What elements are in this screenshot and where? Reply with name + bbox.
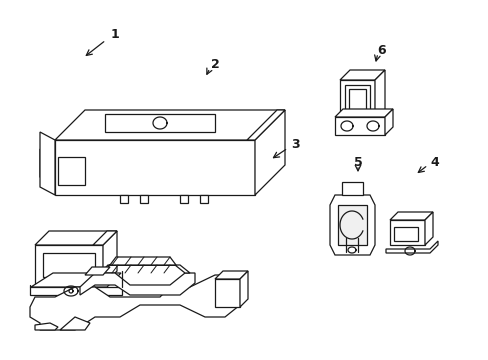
Polygon shape: [329, 195, 374, 255]
Text: 4: 4: [430, 156, 439, 168]
Text: 3: 3: [290, 139, 299, 152]
Text: 2: 2: [210, 58, 219, 72]
Polygon shape: [55, 140, 254, 195]
Polygon shape: [384, 109, 392, 135]
Polygon shape: [58, 157, 85, 185]
Polygon shape: [339, 80, 374, 120]
Polygon shape: [424, 212, 432, 245]
Polygon shape: [100, 265, 190, 273]
Polygon shape: [374, 70, 384, 120]
Polygon shape: [40, 132, 55, 195]
Polygon shape: [341, 182, 362, 195]
Polygon shape: [55, 110, 285, 140]
Polygon shape: [215, 271, 247, 279]
Polygon shape: [31, 273, 121, 287]
Polygon shape: [103, 231, 117, 285]
Polygon shape: [200, 195, 207, 203]
Polygon shape: [393, 227, 417, 241]
Polygon shape: [40, 149, 55, 185]
Polygon shape: [35, 323, 58, 330]
Polygon shape: [215, 279, 240, 307]
Polygon shape: [334, 109, 392, 117]
Polygon shape: [110, 257, 176, 265]
Polygon shape: [43, 253, 95, 277]
Polygon shape: [60, 317, 90, 330]
Polygon shape: [337, 205, 366, 245]
Polygon shape: [180, 195, 187, 203]
Polygon shape: [85, 267, 110, 275]
Polygon shape: [30, 287, 122, 295]
Polygon shape: [80, 273, 195, 295]
Polygon shape: [385, 241, 437, 253]
Text: 1: 1: [110, 28, 119, 41]
Text: 5: 5: [353, 156, 362, 168]
Polygon shape: [35, 245, 103, 285]
Text: 6: 6: [377, 44, 386, 57]
Polygon shape: [105, 114, 215, 132]
Polygon shape: [246, 110, 285, 140]
Polygon shape: [35, 231, 117, 245]
Polygon shape: [30, 275, 240, 330]
Polygon shape: [389, 220, 424, 245]
Polygon shape: [93, 231, 117, 245]
Polygon shape: [120, 195, 128, 203]
Polygon shape: [140, 195, 148, 203]
Polygon shape: [389, 212, 432, 220]
Polygon shape: [240, 271, 247, 307]
Polygon shape: [345, 85, 369, 115]
Polygon shape: [348, 89, 365, 111]
Polygon shape: [334, 117, 384, 135]
Polygon shape: [339, 70, 384, 80]
Polygon shape: [254, 110, 285, 195]
